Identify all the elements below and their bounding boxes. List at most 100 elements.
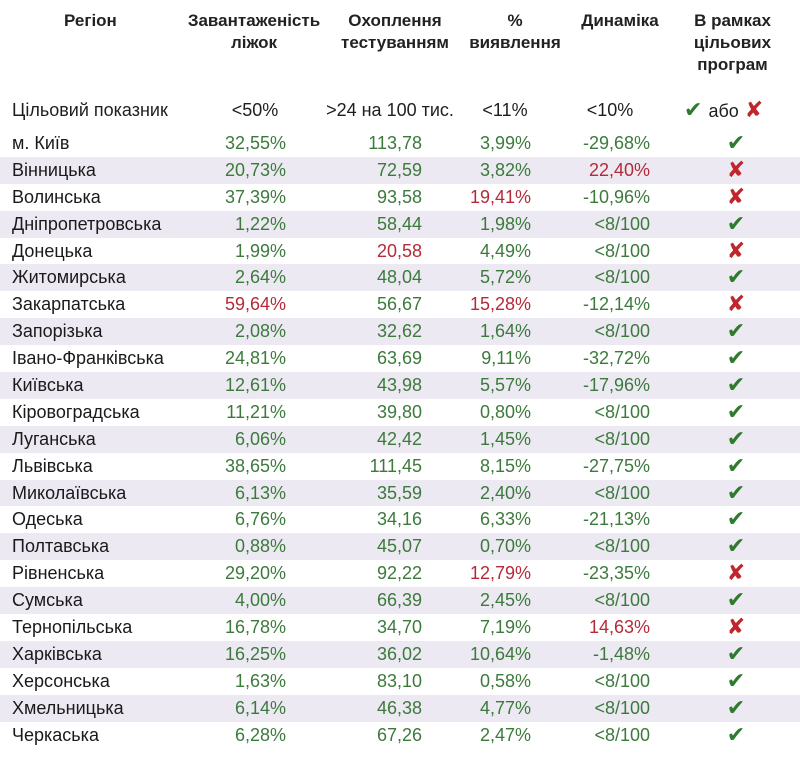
- dynamics-cell: -27,75%: [582, 455, 650, 476]
- region-cell: Миколаївська: [12, 482, 127, 503]
- dynamics-cell: <8/100: [594, 590, 650, 611]
- testing-coverage-cell: 58,44: [376, 213, 422, 234]
- table-row: Херсонська 1,63% 83,10 0,58% <8/100 ✔: [0, 668, 800, 695]
- bed-occupancy-cell: 6,06%: [234, 428, 286, 449]
- table-row: Рівненська 29,20% 92,22 12,79% -23,35% ✘: [0, 560, 800, 587]
- check-icon: ✔: [726, 640, 746, 666]
- testing-coverage-cell: 83,10: [376, 670, 422, 691]
- dynamics-cell: 22,40%: [588, 159, 650, 180]
- bed-occupancy-cell: 6,13%: [234, 482, 286, 503]
- table-row: Дніпропетровська 1,22% 58,44 1,98% <8/100 ✔: [0, 210, 800, 238]
- table-row: Закарпатська 59,64% 56,67 15,28% -12,14% ✘: [0, 291, 800, 318]
- table-body: м. Київ 32,55% 113,78 3,99% -29,68% ✔ Вінницьк…: [0, 130, 800, 748]
- dynamics-cell: <8/100: [594, 267, 650, 288]
- cross-icon: ✘: [726, 291, 746, 317]
- detection-rate-cell: 2,47%: [479, 724, 531, 745]
- bed-occupancy-cell: 38,65%: [224, 455, 286, 476]
- bed-occupancy-cell: 6,28%: [234, 724, 286, 745]
- check-icon: ✔: [684, 97, 703, 122]
- check-icon: ✔: [726, 345, 746, 371]
- dynamics-cell: <8/100: [594, 428, 650, 449]
- testing-coverage-cell: 36,02: [376, 643, 422, 664]
- table-row: Хмельницька 6,14% 46,38 4,77% <8/100 ✔: [0, 694, 800, 722]
- detection-rate-cell: 1,45%: [479, 428, 531, 449]
- cross-icon: ✘: [726, 183, 746, 209]
- bed-occupancy-cell: 59,64%: [224, 294, 286, 315]
- target-testing: >24 на 100 тис.: [326, 100, 454, 120]
- dynamics-cell: <8/100: [594, 240, 650, 261]
- check-icon: ✔: [726, 506, 746, 532]
- detection-rate-cell: 1,98%: [479, 213, 531, 234]
- region-cell: Івано-Франківська: [12, 348, 164, 369]
- region-cell: Закарпатська: [12, 294, 126, 315]
- check-icon: ✔: [726, 318, 746, 344]
- testing-coverage-cell: 34,16: [376, 509, 422, 530]
- region-cell: Київська: [12, 375, 84, 396]
- check-icon: ✔: [726, 398, 746, 424]
- bed-occupancy-cell: 2,64%: [234, 267, 286, 288]
- dynamics-cell: <8/100: [594, 697, 650, 718]
- dynamics-cell: -17,96%: [582, 375, 650, 396]
- dynamics-cell: <8/100: [594, 482, 650, 503]
- bed-occupancy-cell: 32,55%: [224, 133, 286, 153]
- bed-occupancy-cell: 11,21%: [226, 401, 286, 422]
- header-target-programs: В рамках цільових програм: [693, 11, 772, 74]
- cross-icon: ✘: [726, 156, 746, 182]
- detection-rate-cell: 3,99%: [479, 133, 531, 153]
- detection-rate-cell: 2,40%: [479, 482, 531, 503]
- table-row: Луганська 6,06% 42,42 1,45% <8/100 ✔: [0, 425, 800, 453]
- region-cell: Кіровоградська: [12, 401, 140, 422]
- table-row: Львівська 38,65% 111,45 8,15% -27,75% ✔: [0, 453, 800, 480]
- testing-coverage-cell: 34,70: [376, 617, 422, 638]
- target-detection: <11%: [482, 100, 528, 120]
- table-row: Одеська 6,76% 34,16 6,33% -21,13% ✔: [0, 506, 800, 533]
- table-row: Тернопільська 16,78% 34,70 7,19% 14,63% ✘: [0, 614, 800, 641]
- detection-rate-cell: 15,28%: [469, 294, 531, 315]
- dynamics-cell: <8/100: [594, 401, 650, 422]
- bed-occupancy-cell: 24,81%: [224, 348, 286, 369]
- bed-occupancy-cell: 1,99%: [234, 240, 286, 261]
- testing-coverage-cell: 93,58: [376, 186, 422, 207]
- cross-icon: ✘: [726, 614, 746, 640]
- testing-coverage-cell: 20,58: [376, 240, 422, 261]
- cross-icon: ✘: [744, 97, 764, 122]
- detection-rate-cell: 19,41%: [469, 186, 531, 207]
- testing-coverage-cell: 111,45: [369, 455, 422, 476]
- region-cell: Житомирська: [12, 267, 126, 288]
- detection-rate-cell: 6,33%: [479, 509, 531, 530]
- bed-occupancy-cell: 4,00%: [234, 590, 286, 611]
- detection-rate-cell: 5,57%: [479, 375, 531, 396]
- detection-rate-cell: 0,80%: [479, 401, 531, 422]
- detection-rate-cell: 1,64%: [479, 321, 531, 342]
- target-label: Цільовий показник: [12, 100, 168, 120]
- testing-coverage-cell: 63,69: [376, 348, 422, 369]
- dynamics-cell: <8/100: [594, 321, 650, 342]
- detection-rate-cell: 4,49%: [479, 240, 531, 261]
- bed-occupancy-cell: 12,61%: [224, 375, 286, 396]
- check-icon: ✔: [726, 721, 746, 747]
- testing-coverage-cell: 32,62: [376, 321, 422, 342]
- testing-coverage-cell: 113,78: [368, 133, 422, 153]
- check-icon: ✔: [726, 130, 746, 155]
- target-legend: ✔ або ✘: [684, 96, 784, 125]
- table-row: Сумська 4,00% 66,39 2,45% <8/100 ✔: [0, 587, 800, 615]
- header-detection-rate: % виявлення: [469, 11, 561, 52]
- detection-rate-cell: 12,79%: [469, 563, 531, 584]
- detection-rate-cell: 5,72%: [479, 267, 531, 288]
- testing-coverage-cell: 42,42: [376, 428, 422, 449]
- check-icon: ✔: [726, 587, 746, 613]
- testing-coverage-cell: 46,38: [376, 697, 422, 718]
- bed-occupancy-cell: 1,22%: [234, 213, 286, 234]
- region-cell: Вінницька: [12, 159, 96, 180]
- detection-rate-cell: 0,70%: [479, 536, 531, 557]
- region-cell: м. Київ: [12, 133, 70, 153]
- region-cell: Запорізька: [12, 321, 103, 342]
- testing-coverage-cell: 39,80: [376, 401, 422, 422]
- region-cell: Тернопільська: [12, 617, 133, 638]
- testing-coverage-cell: 43,98: [376, 375, 422, 396]
- detection-rate-cell: 9,11%: [481, 348, 531, 369]
- bed-occupancy-cell: 2,08%: [234, 321, 286, 342]
- bed-occupancy-cell: 6,14%: [234, 697, 286, 718]
- region-cell: Львівська: [12, 455, 93, 476]
- table-row: Івано-Франківська 24,81% 63,69 9,11% -32,72%…: [0, 345, 800, 372]
